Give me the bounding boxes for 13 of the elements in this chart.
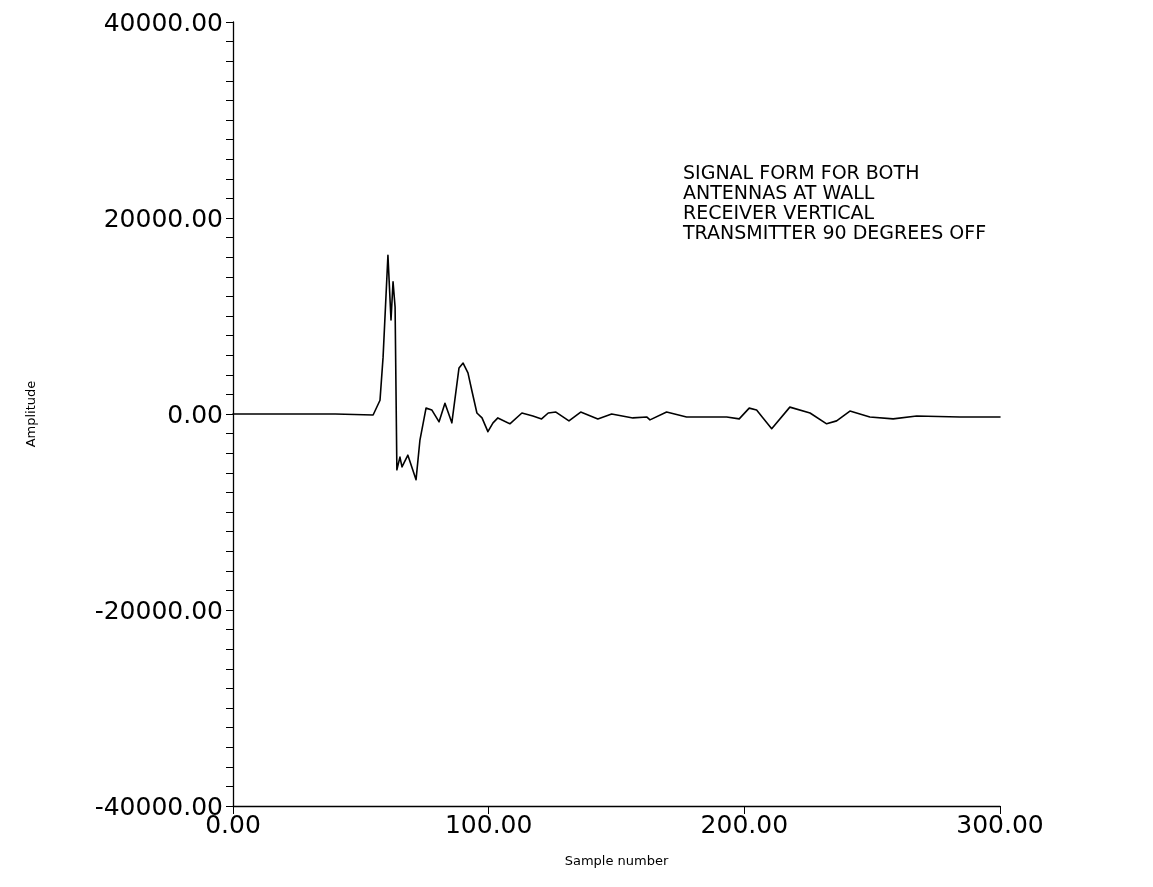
annotation: SIGNAL FORM FOR BOTH: [683, 160, 920, 183]
y-tick-label: 20000.00: [103, 203, 223, 233]
x-tick-label: 100.00: [444, 810, 533, 839]
x-tick-label: 300.00: [956, 810, 1044, 839]
annotation: ANTENNAS AT WALL: [683, 180, 875, 203]
y-axis-title: Amplitude: [23, 380, 38, 448]
y-tick-label: -20000.00: [94, 595, 223, 625]
y-tick-label: 0.00: [167, 399, 223, 429]
annotation: RECEIVER VERTICAL: [683, 200, 875, 223]
x-axis-title: Sample number: [564, 853, 669, 868]
x-tick-label: 200.00: [700, 810, 789, 839]
y-tick-label: 40000.00: [103, 7, 223, 37]
annotation: TRANSMITTER 90 DEGREES OFF: [682, 220, 987, 243]
